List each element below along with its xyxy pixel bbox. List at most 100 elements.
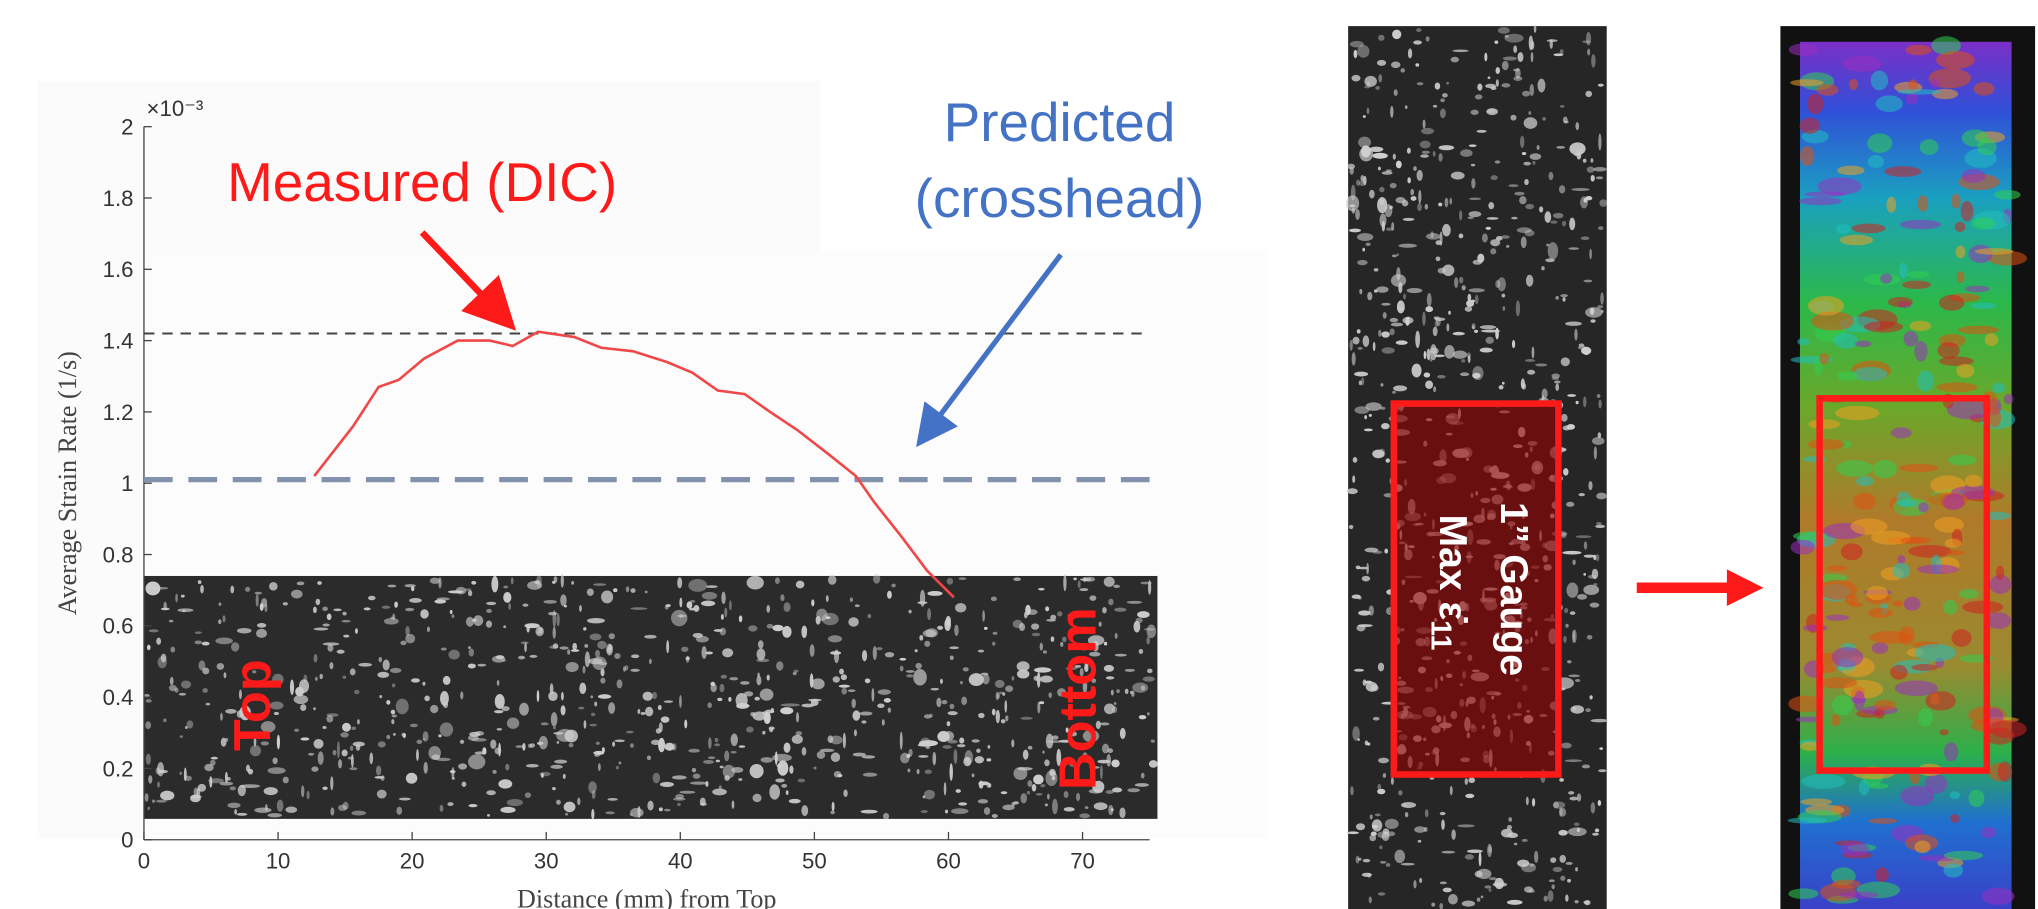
speckle	[1501, 293, 1506, 298]
speckle	[953, 749, 958, 764]
speckle	[982, 610, 985, 622]
speckle	[1366, 107, 1370, 115]
speckle	[1107, 748, 1114, 754]
speckle	[1352, 475, 1356, 483]
speckle	[1555, 296, 1559, 300]
speckle	[828, 635, 843, 643]
speckle	[1590, 802, 1596, 814]
speckle	[1103, 576, 1115, 588]
heat-blob	[1788, 695, 1823, 713]
speckle	[1086, 611, 1093, 615]
speckle	[586, 588, 594, 597]
speckle	[1501, 60, 1509, 71]
speckle	[1039, 675, 1053, 683]
speckle	[1357, 347, 1363, 350]
speckle	[184, 726, 188, 729]
speckle	[860, 809, 878, 814]
speckle	[1062, 636, 1067, 643]
speckle	[679, 597, 683, 608]
speckle	[485, 620, 493, 628]
speckle	[1461, 359, 1466, 363]
speckle	[496, 727, 503, 731]
heat-blob	[1808, 419, 1841, 429]
speckle	[1558, 807, 1563, 817]
speckle	[1468, 288, 1485, 293]
speckle	[1449, 785, 1453, 796]
speckle	[630, 607, 648, 610]
speckle	[679, 694, 682, 708]
speckle	[731, 767, 744, 773]
speckle	[1574, 679, 1581, 682]
speckle	[1561, 413, 1568, 422]
speckle	[1384, 818, 1399, 830]
speckle	[1425, 380, 1434, 389]
speckle	[492, 769, 497, 774]
speckle	[1508, 184, 1519, 188]
speckle	[178, 692, 187, 696]
speckle	[991, 708, 996, 716]
y-tick-label: 0.8	[103, 542, 134, 567]
speckle	[1396, 300, 1405, 314]
speckle	[584, 651, 590, 668]
speckle	[686, 601, 693, 609]
speckle	[1531, 346, 1535, 359]
speckle	[971, 773, 975, 778]
speckle	[1410, 188, 1415, 196]
speckle	[1116, 689, 1120, 694]
speckle	[197, 580, 202, 585]
speckle	[560, 705, 566, 716]
speckle	[1372, 152, 1388, 159]
speckle	[272, 673, 284, 686]
speckle	[396, 806, 403, 815]
speckle	[1495, 67, 1501, 74]
speckle	[991, 813, 998, 819]
speckle	[377, 741, 386, 748]
heat-blob	[1936, 382, 1978, 393]
speckle	[1124, 668, 1135, 672]
speckle	[330, 807, 335, 816]
speckle	[1490, 239, 1501, 247]
bottom-label: Bottom	[1049, 607, 1107, 790]
speckle	[1485, 226, 1492, 230]
speckle	[990, 596, 997, 602]
speckle	[924, 769, 932, 775]
speckle	[1597, 800, 1602, 806]
speckle	[625, 586, 630, 593]
speckle	[919, 634, 924, 641]
heat-blob	[1903, 596, 1921, 611]
speckle	[1432, 151, 1436, 157]
speckle	[552, 786, 556, 791]
speckle	[597, 694, 612, 699]
heat-blob	[1870, 70, 1889, 91]
heat-blob	[1837, 371, 1859, 381]
speckle	[1023, 611, 1028, 619]
speckle	[719, 627, 726, 636]
speckle	[1376, 59, 1387, 66]
speckle	[1533, 850, 1539, 863]
speckle	[1410, 196, 1417, 201]
speckle	[679, 790, 696, 794]
speckle	[724, 607, 728, 618]
speckle	[1424, 203, 1429, 210]
speckle	[587, 617, 605, 624]
speckle	[1366, 742, 1371, 746]
speckle	[553, 731, 564, 735]
speckle	[355, 628, 358, 634]
heat-blob	[1992, 382, 2006, 393]
y-axis-label: Average Strain Rate (1/s)	[53, 351, 82, 615]
speckle	[1560, 875, 1566, 881]
speckle	[1513, 76, 1523, 82]
speckle	[1572, 630, 1575, 643]
speckle	[1590, 718, 1609, 723]
speckle	[923, 789, 935, 800]
speckle	[1002, 804, 1015, 811]
speckle	[1587, 48, 1591, 56]
speckle	[1500, 235, 1510, 239]
speckle	[1535, 363, 1548, 367]
speckle	[811, 599, 815, 607]
speckle	[1569, 217, 1576, 231]
speckle	[907, 768, 911, 773]
speckle	[1449, 197, 1453, 205]
speckle	[357, 719, 360, 725]
speckle	[234, 809, 238, 815]
